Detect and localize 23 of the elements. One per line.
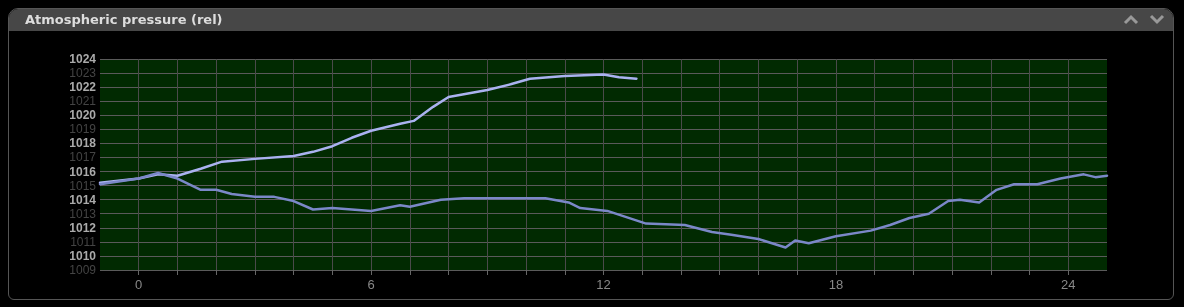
x-tick-label: 18 — [828, 277, 844, 292]
y-tick-label: 1020 — [69, 108, 97, 123]
y-tick-label: 1014 — [69, 192, 97, 207]
y-tick-label: 1009 — [69, 263, 97, 277]
y-tick-label: 1021 — [69, 94, 97, 109]
y-tick-label: 1013 — [69, 206, 97, 221]
chart-title: Atmospheric pressure (rel) — [25, 12, 223, 27]
y-tick-label: 1017 — [69, 150, 97, 165]
y-tick-label: 1012 — [69, 220, 97, 235]
y-tick-label: 1023 — [69, 66, 97, 81]
y-tick-label: 1019 — [69, 122, 97, 137]
y-tick-label: 1011 — [70, 234, 97, 249]
y-tick-label: 1024 — [69, 52, 97, 66]
x-tick-label: 24 — [1061, 277, 1076, 292]
x-tick-label: 6 — [367, 277, 375, 292]
y-tick-label: 1010 — [69, 248, 97, 263]
line-series — [98, 171, 1109, 249]
y-tick-label: 1016 — [69, 164, 97, 179]
x-tick-label: 12 — [596, 277, 611, 292]
x-tick-label: 0 — [135, 277, 143, 292]
y-tick-label: 1022 — [69, 80, 97, 95]
y-tick-label: 1018 — [69, 136, 97, 151]
y-tick-label: 1015 — [69, 178, 97, 193]
